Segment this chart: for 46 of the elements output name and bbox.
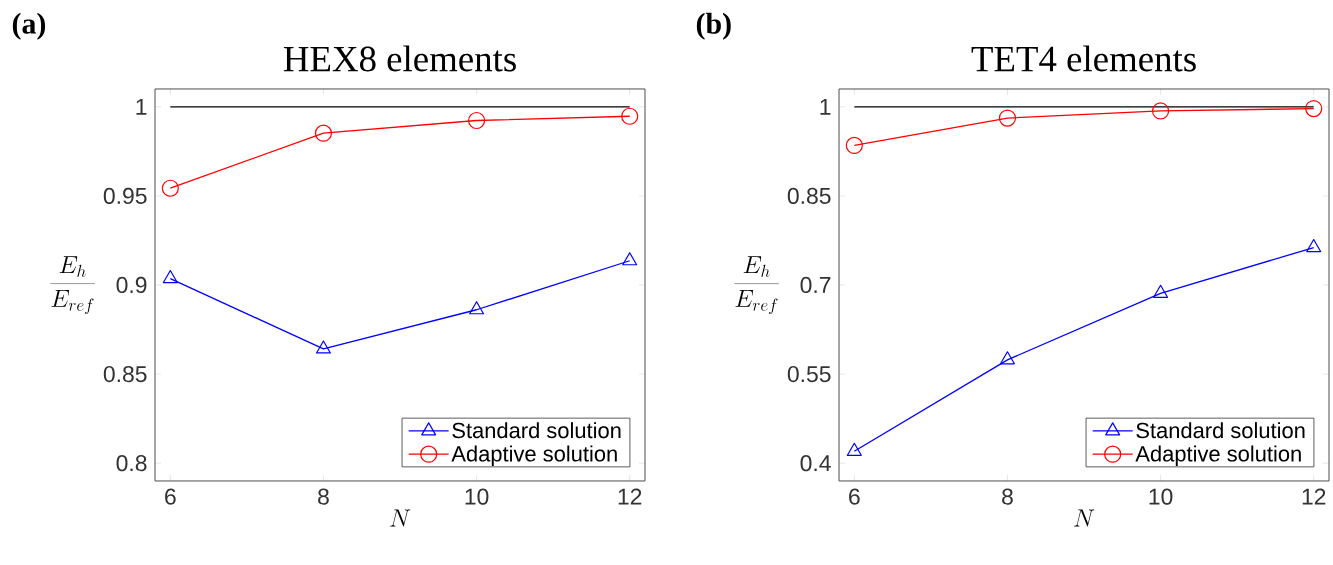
point	[999, 351, 1015, 365]
legend-label: Adaptive solution	[1135, 445, 1301, 466]
y-tick-label: 0.55	[787, 365, 831, 383]
x-tick-label: 8	[318, 488, 329, 505]
x-axis-title: $N$	[1074, 509, 1095, 527]
y-axis-title: $\frac{E_h}{E_{ref}}$	[734, 256, 779, 315]
y-tick-label: 0.95	[103, 187, 147, 204]
x-tick-label: 6	[849, 488, 860, 505]
point	[1306, 238, 1322, 253]
y-tick-label: 0.85	[103, 365, 147, 383]
point	[1305, 99, 1323, 118]
legend-label: Standard solution	[1136, 422, 1305, 439]
text: (a)	[12, 12, 46, 40]
chart-title: TET4 elements	[971, 45, 1196, 72]
point	[845, 136, 863, 155]
y-tick-label: 1	[136, 98, 147, 115]
point	[314, 124, 333, 142]
point	[315, 340, 331, 354]
y-tick-label: 0.9	[116, 276, 147, 294]
x-axis-title: $N$	[390, 509, 411, 527]
x-tick-label: 10	[465, 488, 489, 505]
y-tick-label: 1	[820, 98, 831, 115]
y-tick-label: 0.85	[787, 187, 831, 204]
point	[161, 179, 179, 197]
point	[1153, 284, 1169, 298]
y-tick-label: 0.7	[800, 276, 831, 294]
chart-title: HEX8 elements	[283, 45, 516, 72]
x-tick-label: 8	[1002, 488, 1013, 505]
x-tick-label: 6	[165, 488, 176, 505]
point	[1151, 102, 1170, 120]
point	[846, 442, 862, 456]
text: (b)	[696, 12, 731, 40]
legend-label: Adaptive solution	[451, 445, 617, 466]
legend-label: Standard solution	[452, 422, 621, 439]
point	[621, 107, 639, 125]
point	[162, 269, 178, 284]
y-tick-label: 0.4	[800, 455, 831, 472]
x-tick-label: 10	[1149, 488, 1173, 505]
point	[622, 252, 638, 266]
point	[998, 109, 1017, 127]
point	[467, 111, 486, 130]
point	[469, 301, 485, 315]
y-tick-label: 0.8	[116, 455, 147, 472]
x-tick-label: 12	[618, 488, 642, 505]
y-axis-title: $\frac{E_h}{E_{ref}}$	[50, 256, 95, 315]
x-tick-label: 12	[1302, 488, 1326, 505]
